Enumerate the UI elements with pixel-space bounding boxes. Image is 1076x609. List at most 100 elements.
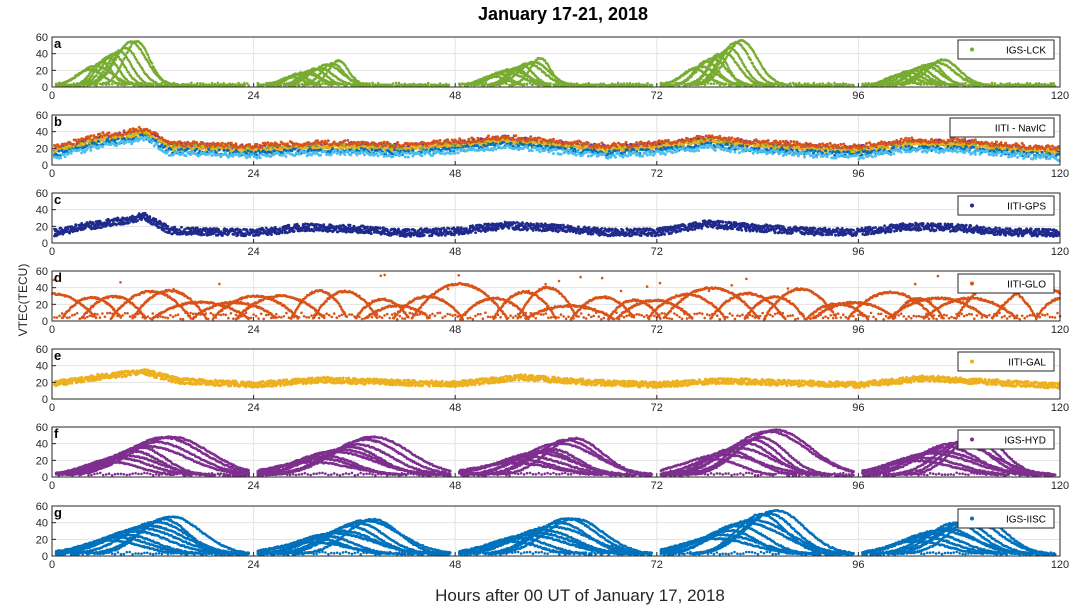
data-point: [1023, 83, 1026, 87]
data-point: [768, 82, 772, 85]
data-point: [60, 82, 64, 86]
data-point: [382, 83, 386, 87]
data-point: [946, 82, 950, 86]
data-point: [789, 82, 792, 85]
data-point: [949, 82, 953, 86]
data-point: [706, 81, 710, 85]
data-point: [380, 83, 383, 86]
data-point: [240, 83, 243, 86]
data-point: [762, 84, 766, 87]
data-point: [1031, 84, 1035, 87]
data-point: [727, 83, 730, 86]
data-point: [794, 82, 798, 86]
data-point: [169, 84, 173, 87]
data-point: [265, 81, 268, 85]
data-point: [285, 82, 289, 85]
x-tick-label: 24: [247, 90, 259, 102]
data-point: [1043, 82, 1047, 86]
data-point: [525, 82, 529, 86]
data-point: [146, 83, 149, 87]
data-point: [777, 83, 780, 87]
data-point: [1017, 82, 1020, 85]
data-point: [490, 82, 494, 85]
data-point: [742, 81, 745, 85]
data-point: [96, 82, 99, 85]
data-point: [726, 48, 729, 51]
data-point: [937, 83, 941, 86]
data-point: [730, 83, 733, 87]
data-point: [458, 82, 461, 85]
data-point: [95, 67, 98, 71]
data-point: [1046, 83, 1050, 87]
data-point: [955, 82, 958, 86]
data-point: [637, 82, 640, 85]
data-point: [581, 83, 585, 86]
data-point: [69, 84, 73, 87]
data-point: [680, 82, 683, 86]
data-point: [659, 81, 663, 85]
data-point: [478, 81, 482, 85]
data-point: [493, 82, 497, 85]
data-point: [747, 83, 751, 87]
data-point: [602, 82, 605, 85]
data-point: [876, 81, 879, 85]
data-point: [519, 83, 523, 86]
data-point: [207, 83, 211, 86]
data-point: [127, 71, 131, 74]
data-point: [709, 64, 712, 67]
data-point: [976, 82, 979, 85]
data-point: [353, 83, 357, 86]
data-point: [923, 82, 926, 86]
data-point: [178, 83, 181, 87]
data-point: [297, 83, 301, 86]
data-point: [566, 83, 570, 87]
data-point: [397, 81, 401, 85]
data-point: [917, 81, 920, 85]
data-point: [1034, 82, 1038, 85]
data-point: [330, 83, 333, 87]
data-point: [952, 82, 955, 86]
data-point: [613, 83, 617, 86]
data-point: [552, 83, 555, 86]
data-point: [695, 83, 698, 86]
data-point: [246, 82, 249, 85]
data-point: [332, 82, 336, 86]
data-point: [116, 54, 119, 58]
data-point: [415, 83, 418, 87]
data-point: [291, 82, 295, 86]
data-point: [608, 83, 611, 87]
data-point: [400, 83, 404, 86]
data-point: [421, 83, 424, 86]
data-point: [771, 83, 774, 87]
data-point: [222, 82, 226, 85]
data-point: [277, 81, 280, 85]
data-point: [121, 61, 124, 64]
data-point: [756, 82, 760, 85]
data-point: [572, 82, 576, 86]
data-point: [288, 83, 292, 87]
data-point: [665, 84, 669, 87]
data-point: [864, 82, 867, 85]
panel-letter: a: [54, 36, 62, 51]
data-point: [92, 67, 95, 70]
data-point: [970, 83, 973, 87]
data-point: [833, 81, 836, 85]
data-point: [774, 81, 777, 85]
data-point: [102, 62, 105, 66]
data-point: [596, 83, 599, 86]
data-point: [466, 83, 470, 87]
data-point: [321, 82, 324, 85]
y-tick-label: 60: [36, 32, 48, 44]
data-point: [149, 82, 152, 85]
data-point: [484, 82, 488, 85]
data-point: [184, 83, 187, 86]
data-point: [555, 81, 558, 85]
data-point: [1011, 83, 1014, 86]
data-point: [412, 82, 415, 86]
data-point: [842, 82, 845, 85]
data-point: [967, 83, 970, 87]
data-point: [908, 82, 911, 85]
data-point: [335, 81, 339, 85]
data-point: [234, 83, 237, 86]
